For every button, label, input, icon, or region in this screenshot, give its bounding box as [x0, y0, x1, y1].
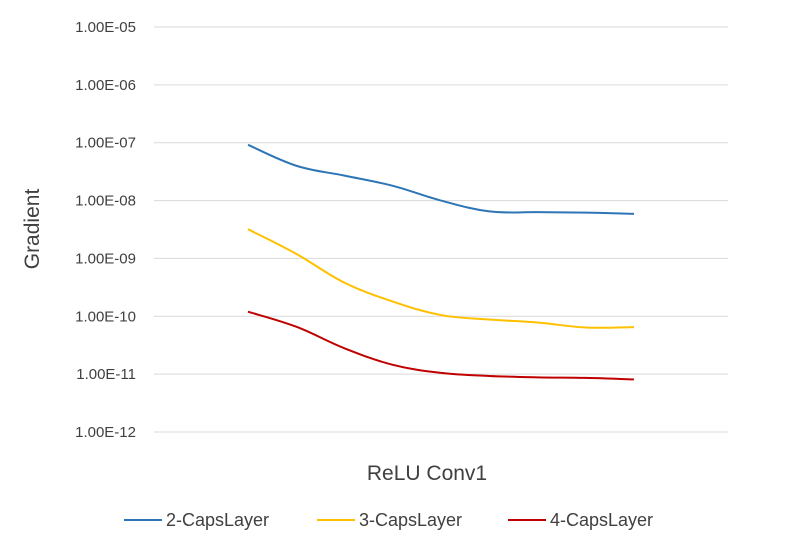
legend-label: 2-CapsLayer: [166, 510, 269, 530]
series-line-2-capslayer: [247, 143, 635, 215]
y-tick-label: 1.00E-06: [75, 77, 136, 94]
series-lines: [247, 143, 635, 381]
y-axis-title: Gradient: [21, 189, 44, 270]
y-tick-label: 1.00E-11: [76, 366, 136, 383]
y-tick-label: 1.00E-07: [75, 135, 136, 152]
y-tick-label: 1.00E-09: [75, 250, 136, 267]
y-tick-label: 1.00E-05: [75, 19, 136, 36]
legend: 2-CapsLayer 3-CapsLayer 4-CapsLayer: [124, 510, 653, 530]
series-line-3-capslayer: [247, 228, 635, 329]
legend-label: 3-CapsLayer: [359, 510, 462, 530]
legend-label: 4-CapsLayer: [550, 510, 653, 530]
y-tick-labels: 1.00E-05 1.00E-06 1.00E-07 1.00E-08 1.00E-09…: [75, 19, 136, 441]
series-line-4-capslayer: [247, 310, 635, 381]
y-tick-label: 1.00E-12: [75, 424, 136, 441]
y-tick-label: 1.00E-10: [75, 308, 136, 325]
x-axis-title: ReLU Conv1: [367, 462, 487, 485]
gridlines: [154, 26, 728, 433]
y-tick-label: 1.00E-08: [75, 193, 136, 210]
